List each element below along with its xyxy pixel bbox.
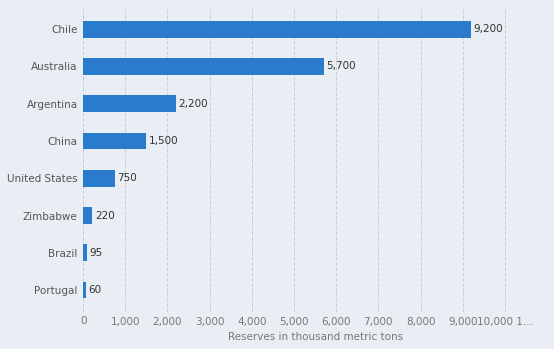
Bar bbox=[83, 133, 146, 149]
Text: 220: 220 bbox=[95, 210, 115, 221]
Text: 95: 95 bbox=[90, 248, 103, 258]
Bar bbox=[83, 282, 86, 298]
Text: 60: 60 bbox=[88, 285, 101, 295]
Text: 1,500: 1,500 bbox=[149, 136, 178, 146]
Text: 2,200: 2,200 bbox=[178, 99, 208, 109]
Bar bbox=[83, 21, 471, 38]
Text: 5,700: 5,700 bbox=[326, 61, 356, 72]
Bar bbox=[83, 207, 93, 224]
Bar bbox=[83, 95, 176, 112]
X-axis label: Reserves in thousand metric tons: Reserves in thousand metric tons bbox=[228, 332, 403, 342]
Bar bbox=[83, 244, 87, 261]
Text: 750: 750 bbox=[117, 173, 137, 183]
Bar bbox=[83, 170, 115, 187]
Text: 9,200: 9,200 bbox=[474, 24, 503, 34]
Bar bbox=[83, 58, 324, 75]
